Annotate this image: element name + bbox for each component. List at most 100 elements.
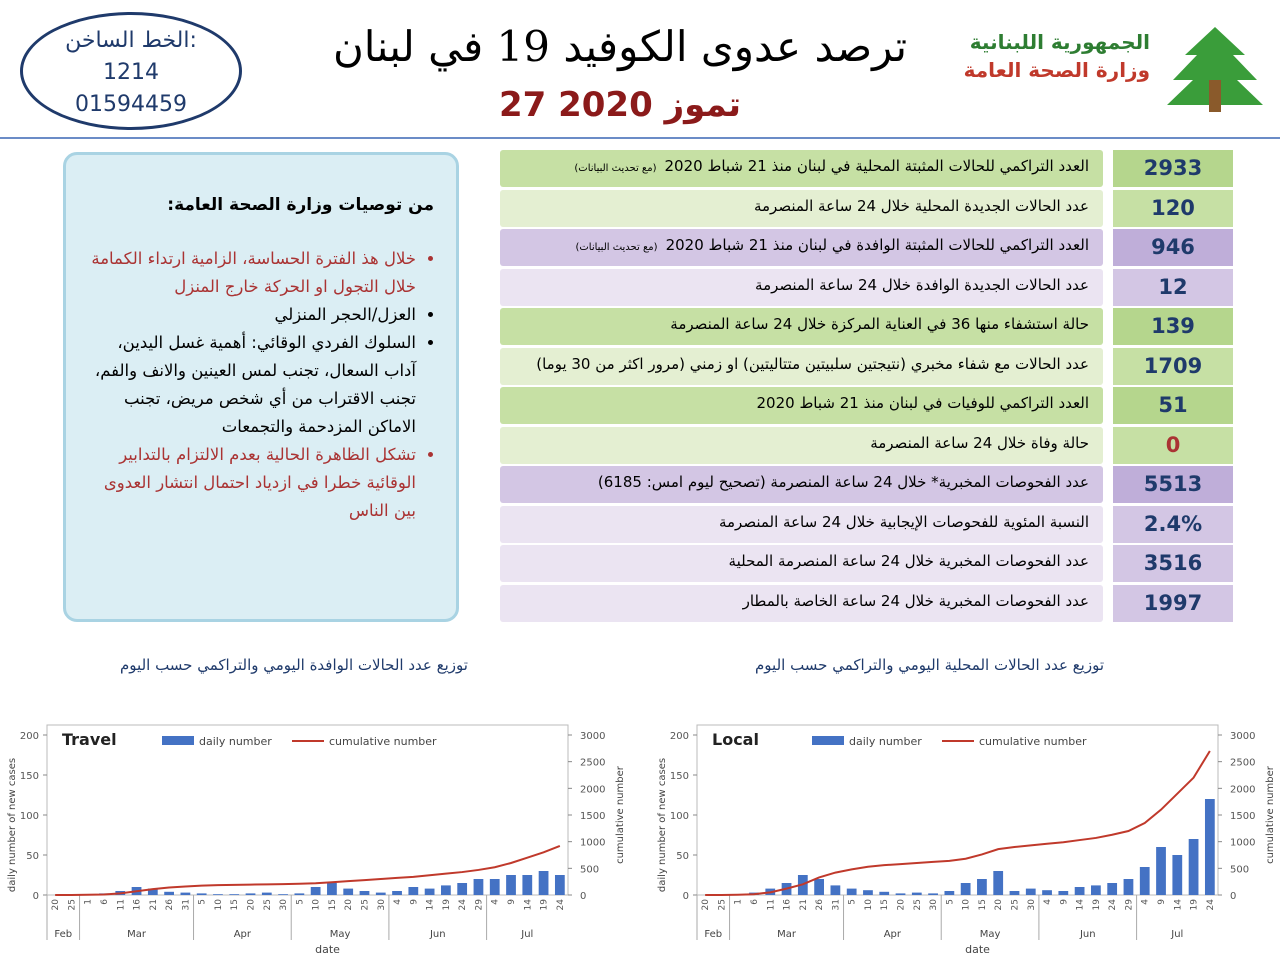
recommendations-heading: من توصيات وزارة الصحة العامة:	[167, 195, 434, 215]
x-tick-label: 10	[214, 899, 224, 911]
daily-bar	[213, 894, 223, 895]
daily-bar	[1139, 867, 1150, 895]
x-tick-label: 11	[766, 899, 776, 910]
stat-value: 3516	[1113, 545, 1233, 582]
cumulative-line	[705, 750, 1211, 896]
daily-bar	[1091, 885, 1101, 895]
stat-label-cell: عدد الحالات الجديدة المحلية خلال 24 ساعة…	[500, 189, 1103, 227]
daily-bar	[1156, 847, 1166, 895]
ministry: وزارة الصحة العامة	[963, 58, 1150, 82]
daily-bar	[147, 888, 158, 895]
x-tick-label: 15	[230, 899, 240, 910]
daily-bar	[327, 883, 337, 895]
daily-bar	[359, 891, 370, 895]
hotline: الخط الساخن: 1214 01594459	[20, 12, 242, 130]
y-tick-label: 150	[670, 771, 689, 782]
hotline-number: 01594459	[75, 92, 187, 117]
stat-value: 1997	[1113, 584, 1233, 622]
stat-label-cell: العدد التراكمي للوفيات في لبنان منذ 21 ش…	[500, 387, 1103, 424]
hotline-label: الخط الساخن:	[65, 28, 197, 53]
x-group-label: Jul	[1170, 929, 1183, 940]
x-tick-label: 5	[945, 899, 955, 905]
stat-row: عدد الحالات الجديدة المحلية خلال 24 ساعة…	[500, 189, 1234, 227]
stat-label-cell: عدد الفحوصات المخبرية خلال 24 ساعة المنص…	[500, 545, 1103, 582]
x-tick-label: 31	[831, 899, 841, 910]
daily-bar	[180, 892, 191, 895]
divider	[0, 137, 1280, 139]
daily-bar	[911, 892, 922, 895]
plot-frame	[46, 724, 569, 896]
daily-bar	[993, 871, 1004, 895]
y-axis-label: daily number of new cases	[657, 758, 668, 892]
x-tick-label: 10	[312, 899, 322, 911]
chart: 05010015020005001000150020002500300020Fe…	[7, 724, 626, 956]
x-tick-label: 25	[360, 899, 370, 910]
stat-label: العدد التراكمي للحالات المثبتة المحلية ف…	[664, 157, 1090, 175]
hotline-number: 1214	[103, 60, 159, 85]
stat-note: (مع تحديث البيانات)	[575, 242, 658, 253]
daily-bar	[310, 887, 321, 895]
stat-value: 946	[1113, 229, 1233, 266]
stat-row: النسبة المئوية للفحوصات الإيجابية خلال 2…	[500, 505, 1234, 543]
chart: 05010015020005001000150020002500300020Fe…	[657, 724, 1276, 956]
x-tick-label: 26	[815, 899, 825, 911]
x-axis-label: date	[315, 943, 340, 956]
daily-bar	[506, 875, 516, 895]
chart-title: Travel	[62, 730, 117, 749]
daily-bar	[879, 891, 890, 895]
x-tick-label: 29	[1124, 899, 1134, 911]
stat-value: 0	[1113, 426, 1233, 464]
x-tick-label: 15	[978, 899, 988, 910]
x-group-label: May	[980, 929, 1001, 940]
x-tick-label: 5	[848, 899, 858, 905]
daily-bar	[977, 879, 987, 895]
y2-axis-label: cumulative number	[615, 765, 626, 864]
y-tick-label: 100	[670, 811, 689, 822]
x-tick-label: 4	[393, 899, 403, 905]
y-tick-label: 200	[670, 731, 689, 742]
legend-swatch	[812, 736, 844, 745]
daily-bar	[1123, 879, 1134, 895]
daily-bar	[846, 888, 857, 895]
y2-tick-label: 2000	[1230, 784, 1255, 795]
daily-bar	[1042, 890, 1052, 895]
daily-bar	[1188, 839, 1199, 895]
x-tick-label: 20	[994, 899, 1004, 911]
stat-value: 2.4%	[1113, 505, 1233, 543]
y2-tick-label: 0	[1230, 891, 1236, 902]
x-tick-label: 4	[491, 899, 501, 905]
daily-bar	[164, 891, 174, 895]
x-tick-label: 21	[799, 899, 809, 910]
daily-bar	[457, 883, 468, 895]
x-tick-label: 14	[1076, 899, 1086, 911]
x-group-label: Mar	[777, 929, 797, 940]
y-tick-label: 0	[683, 891, 689, 902]
y2-tick-label: 0	[580, 891, 586, 902]
legend-label: daily number	[849, 735, 922, 748]
x-tick-label: 4	[1141, 899, 1151, 905]
x-tick-label: 20	[897, 899, 907, 911]
x-tick-label: 11	[116, 899, 126, 910]
stat-value: 2933	[1113, 150, 1233, 187]
chart-title: Local	[712, 730, 759, 749]
x-tick-label: 4	[1043, 899, 1053, 905]
x-group-label: Jul	[520, 929, 533, 940]
daily-bar	[278, 894, 288, 895]
stat-label-cell: عدد الفحوصات المخبرية خلال 24 ساعة الخاص…	[500, 584, 1103, 622]
stat-row: عدد الفحوصات المخبرية خلال 24 ساعة المنص…	[500, 545, 1234, 582]
x-tick-label: 26	[165, 899, 175, 911]
stat-row: العدد التراكمي للحالات المثبتة المحلية ف…	[500, 150, 1234, 187]
x-tick-label: 5	[198, 899, 208, 905]
x-group-label: Feb	[54, 929, 72, 940]
stat-label: النسبة المئوية للفحوصات الإيجابية خلال 2…	[718, 512, 1089, 531]
stat-label: العدد التراكمي للحالات المثبتة الوافدة ف…	[665, 236, 1089, 254]
date: 27 تموز 2020	[498, 85, 742, 125]
stat-row: عدد الحالات مع شفاء مخبري (نتيجتين سلبيت…	[500, 347, 1234, 385]
x-group-label: Mar	[127, 929, 147, 940]
daily-bar	[375, 892, 386, 895]
x-tick-label: 21	[149, 899, 159, 910]
x-tick-label: 24	[1108, 899, 1118, 911]
recommendations: من توصيات وزارة الصحة العامة: خلال هذ ال…	[63, 152, 459, 622]
x-tick-label: 24	[458, 899, 468, 911]
recommendation: العزل/الحجر المنزلي	[86, 301, 417, 329]
